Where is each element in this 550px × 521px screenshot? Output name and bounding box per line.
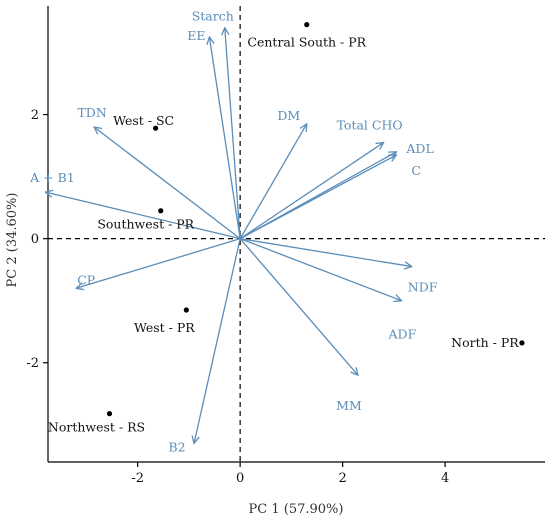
loading-label-mm: MM — [336, 398, 362, 413]
loading-arrow-tdn — [94, 127, 241, 240]
loading-arrow-c — [239, 155, 396, 240]
loading-arrow-adf — [239, 238, 401, 301]
x-tick-label: 4 — [441, 471, 449, 486]
observation-label-southwest-pr: Southwest - PR — [97, 217, 194, 232]
y-axis-ticks: -2 0 2 — [26, 108, 48, 371]
y-tick-label: 2 — [31, 108, 39, 123]
loading-arrow-dm — [239, 124, 307, 239]
loading-label-starch: Starch — [192, 9, 234, 24]
observation-label-northwest-rs: Northwest - RS — [48, 420, 145, 435]
y-axis-title: PC 2 (34.60%) — [5, 193, 20, 288]
x-tick-label: -2 — [131, 471, 144, 486]
observation-point-central-south-pr — [304, 22, 310, 28]
loading-arrow-ee — [209, 37, 241, 239]
loading-label-tdn: TDN — [77, 105, 106, 120]
loading-label-ndf: NDF — [408, 280, 438, 295]
x-tick-label: 0 — [236, 471, 244, 486]
y-tick-label: -2 — [26, 356, 39, 371]
loading-label-adf: ADF — [388, 327, 417, 342]
observation-label-central-south-pr: Central South - PR — [247, 35, 366, 50]
loading-label-c: C — [411, 163, 421, 178]
loading-label-a-b1: A + B1 — [29, 170, 75, 185]
loading-arrow-total-cho — [239, 142, 383, 240]
observation-label-west-sc: West - SC — [113, 113, 174, 128]
loading-arrow-a-b1 — [45, 192, 241, 240]
observation-point-west-sc — [152, 125, 159, 131]
observation-label-north-pr: North - PR — [451, 335, 519, 350]
loading-arrow-b2 — [194, 238, 241, 444]
loading-label-total-cho: Total CHO — [337, 117, 403, 132]
loading-arrow-cp — [76, 238, 241, 289]
observation-point-southwest-pr — [158, 208, 164, 214]
x-tick-label: 2 — [338, 471, 346, 486]
loading-label-b2: B2 — [168, 439, 185, 454]
x-axis-ticks: -2 0 2 4 — [131, 462, 449, 486]
loading-arrow-mm — [239, 238, 358, 375]
observation-label-west-pr: West - PR — [134, 320, 195, 335]
loading-arrow-ndf — [240, 238, 412, 267]
observation-points: Central South - PR West - SC Southwest - P… — [48, 22, 525, 435]
loading-arrow-starch — [225, 28, 241, 239]
y-tick-label: 0 — [31, 232, 39, 247]
observation-point-northwest-rs — [106, 411, 113, 417]
observation-point-north-pr — [519, 340, 525, 346]
observation-point-west-pr — [183, 307, 189, 313]
loading-label-adl: ADL — [405, 141, 433, 156]
loading-label-dm: DM — [277, 108, 300, 123]
loading-label-cp: CP — [77, 272, 95, 287]
loading-label-ee: EE — [187, 28, 205, 43]
x-axis-title: PC 1 (57.90%) — [249, 502, 344, 517]
